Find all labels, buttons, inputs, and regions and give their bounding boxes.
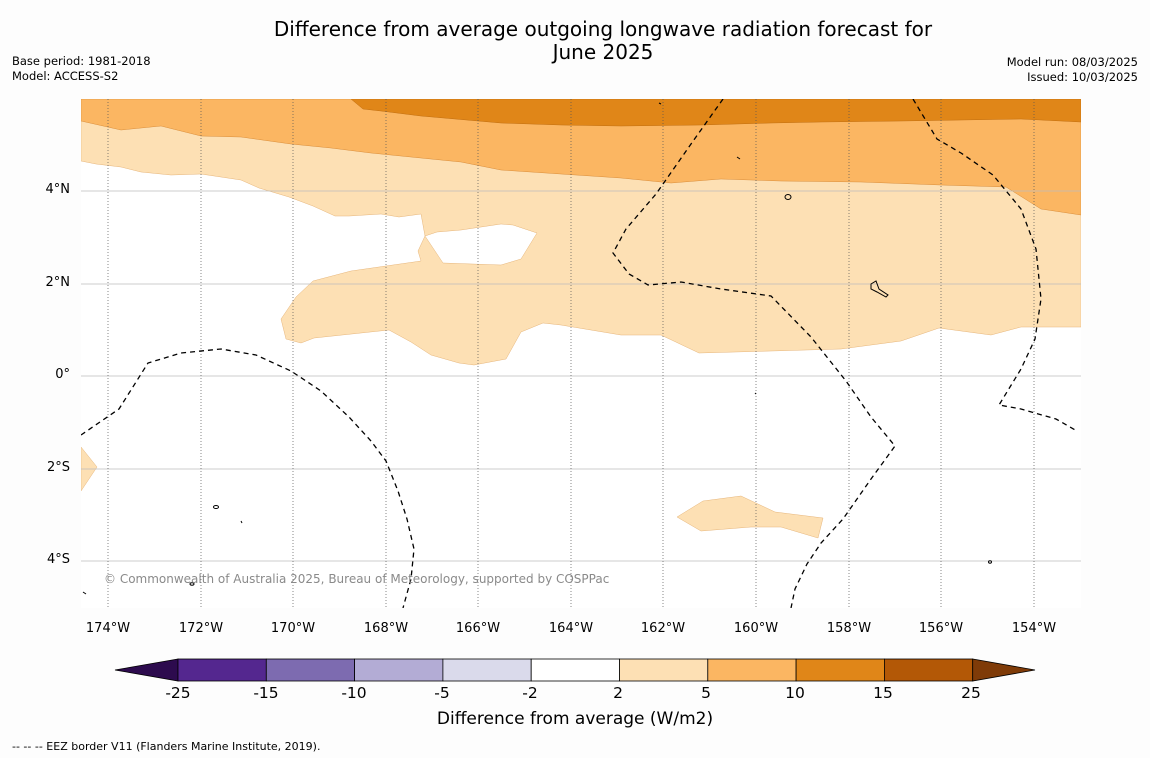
colorbar-title: Difference from average (W/m2) [436, 709, 714, 729]
colorbar-tick: 15 [873, 684, 893, 702]
anomaly-blob-south [676, 495, 824, 539]
title-line-2: June 2025 [552, 40, 654, 64]
lon-label-174w: 174°W [85, 621, 131, 636]
colorbar-segment [707, 658, 797, 682]
map-title: Difference from average outgoing longwav… [240, 18, 966, 64]
colorbar-extension-low [114, 658, 179, 682]
colorbar-tick: 25 [961, 684, 981, 702]
colorbar-tick: 2 [613, 684, 623, 702]
meta-left: Base period: 1981-2018 Model: ACCESS-S2 [12, 54, 151, 84]
colorbar-extension-high [972, 658, 1036, 682]
islands [82, 102, 992, 595]
map-area [81, 99, 1081, 608]
title-line-1: Difference from average outgoing longwav… [273, 17, 933, 41]
anomaly-band-10-15 [350, 99, 1081, 127]
eez-borders [81, 99, 1078, 608]
issued-date: Issued: 10/03/2025 [1027, 70, 1138, 84]
lon-label-162w: 162°W [640, 621, 686, 636]
colorbar-tick: -2 [522, 684, 538, 702]
lat-label-0: 0° [55, 367, 70, 382]
lon-label-170w: 170°W [270, 621, 316, 636]
colorbar-tick: 10 [785, 684, 805, 702]
lat-label-2s: 2°S [46, 460, 70, 475]
lat-label-4n: 4°N [45, 182, 71, 197]
lon-label-168w: 168°W [363, 621, 409, 636]
colorbar-segment [619, 658, 709, 682]
colorbar-segment [354, 658, 444, 682]
lon-label-172w: 172°W [178, 621, 224, 636]
eez-footnote: -- -- -- EEZ border V11 (Flanders Marine… [12, 740, 321, 753]
lon-label-160w: 160°W [733, 621, 779, 636]
model-run: Model run: 08/03/2025 [1006, 55, 1138, 69]
colorbar-segment [177, 658, 267, 682]
lon-label-166w: 166°W [455, 621, 501, 636]
copyright-notice: © Commonwealth of Australia 2025, Bureau… [104, 572, 610, 586]
colorbar-tick: -5 [434, 684, 450, 702]
lon-label-158w: 158°W [826, 621, 872, 636]
colorbar-segment [265, 658, 355, 682]
colorbar-tick: -10 [341, 684, 367, 702]
meta-right: Model run: 08/03/2025 Issued: 10/03/2025 [1007, 55, 1138, 85]
colorbar-segment [530, 658, 620, 682]
colorbar-segment [442, 658, 532, 682]
lat-label-4s: 4°S [46, 552, 70, 567]
colorbar-tick: -15 [253, 684, 279, 702]
lon-label-164w: 164°W [548, 621, 594, 636]
map-svg [81, 99, 1081, 608]
latitude-gridlines [81, 190, 1081, 562]
colorbar-tick: 5 [701, 684, 711, 702]
colorbar-tick: -25 [165, 684, 191, 702]
model-name: Model: ACCESS-S2 [12, 69, 119, 83]
lon-label-156w: 156°W [918, 621, 964, 636]
lat-label-2n: 2°N [45, 275, 71, 290]
colorbar-segment [884, 658, 974, 682]
base-period: Base period: 1981-2018 [12, 54, 151, 68]
colorbar-segment [795, 658, 885, 682]
lon-label-154w: 154°W [1011, 621, 1057, 636]
colorbar [114, 658, 1036, 682]
